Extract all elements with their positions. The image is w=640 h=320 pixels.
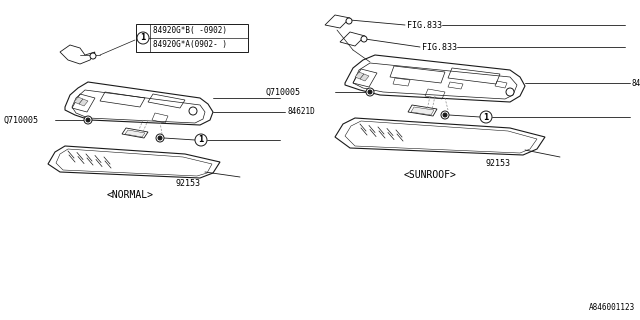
Circle shape [86, 118, 90, 122]
Circle shape [506, 88, 514, 96]
Circle shape [84, 116, 92, 124]
Polygon shape [125, 130, 145, 137]
Polygon shape [360, 74, 369, 81]
Circle shape [480, 111, 492, 123]
Polygon shape [355, 72, 364, 79]
Text: 1: 1 [198, 135, 204, 145]
Circle shape [158, 136, 162, 140]
Circle shape [346, 18, 352, 24]
Circle shape [366, 88, 374, 96]
Text: FIG.833: FIG.833 [407, 20, 442, 29]
Polygon shape [79, 99, 88, 106]
Circle shape [189, 107, 197, 115]
Text: A846001123: A846001123 [589, 303, 635, 312]
Text: 1: 1 [483, 113, 488, 122]
Circle shape [156, 134, 164, 142]
Circle shape [443, 113, 447, 117]
Text: Q710005: Q710005 [265, 87, 300, 97]
Circle shape [441, 111, 449, 119]
Text: 84920G*A(0902- ): 84920G*A(0902- ) [153, 41, 227, 50]
Text: FIG.833: FIG.833 [422, 43, 457, 52]
Circle shape [137, 32, 149, 44]
Text: 1: 1 [140, 34, 146, 43]
Text: <NORMAL>: <NORMAL> [106, 190, 154, 200]
Text: <SUNROOF>: <SUNROOF> [404, 170, 456, 180]
Text: 84621D: 84621D [632, 78, 640, 87]
Polygon shape [74, 97, 83, 104]
Polygon shape [411, 107, 434, 115]
Bar [136, 24, 248, 52]
Circle shape [361, 36, 367, 42]
Text: 84920G*B( -0902): 84920G*B( -0902) [153, 27, 227, 36]
Text: 92153: 92153 [176, 179, 201, 188]
Circle shape [90, 53, 96, 59]
Circle shape [368, 90, 372, 94]
Text: 92153: 92153 [485, 158, 510, 167]
Text: 84621D: 84621D [287, 108, 315, 116]
Circle shape [195, 134, 207, 146]
Text: Q710005: Q710005 [3, 116, 38, 124]
